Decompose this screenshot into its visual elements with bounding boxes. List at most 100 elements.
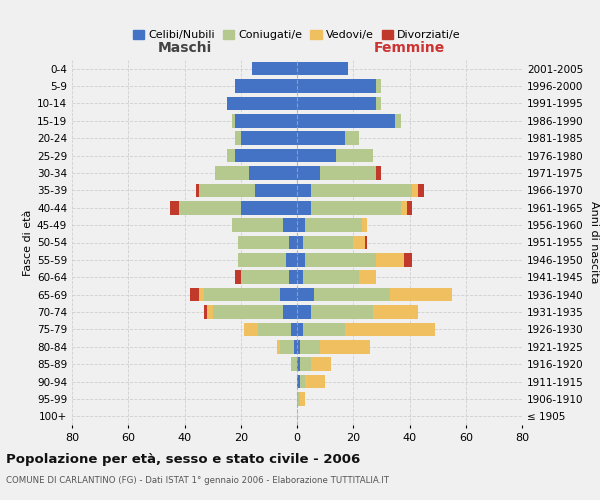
Bar — [241, 132, 297, 145]
Bar — [345, 132, 359, 145]
Bar — [212, 305, 283, 319]
Bar — [232, 114, 235, 128]
Bar — [292, 358, 297, 371]
Bar — [314, 288, 390, 302]
Text: Femmine: Femmine — [374, 41, 445, 55]
Bar — [376, 96, 382, 110]
Bar — [207, 305, 212, 319]
Bar — [300, 375, 305, 388]
Bar — [418, 184, 424, 197]
Bar — [235, 270, 241, 284]
Bar — [235, 149, 297, 162]
Bar — [235, 80, 297, 93]
Bar — [376, 253, 404, 266]
Bar — [359, 270, 376, 284]
Bar — [362, 218, 367, 232]
Bar — [297, 305, 311, 319]
Bar — [365, 236, 367, 250]
Bar — [227, 96, 297, 110]
Bar — [300, 358, 311, 371]
Bar — [302, 236, 353, 250]
Bar — [199, 184, 255, 197]
Bar — [232, 218, 283, 232]
Bar — [241, 270, 289, 284]
Bar — [345, 322, 435, 336]
Bar — [297, 184, 311, 197]
Bar — [292, 322, 297, 336]
Bar — [238, 236, 289, 250]
Bar — [320, 340, 370, 353]
Bar — [280, 340, 294, 353]
Bar — [283, 305, 297, 319]
Bar — [305, 218, 362, 232]
Bar — [252, 62, 297, 76]
Bar — [286, 253, 297, 266]
Bar — [297, 132, 345, 145]
Bar — [390, 288, 452, 302]
Bar — [255, 184, 297, 197]
Bar — [297, 96, 376, 110]
Bar — [297, 62, 347, 76]
Y-axis label: Fasce di età: Fasce di età — [23, 210, 33, 276]
Bar — [215, 166, 249, 180]
Bar — [196, 184, 199, 197]
Bar — [297, 288, 314, 302]
Bar — [297, 322, 302, 336]
Y-axis label: Anni di nascita: Anni di nascita — [589, 201, 599, 284]
Bar — [227, 149, 235, 162]
Bar — [294, 340, 297, 353]
Bar — [305, 253, 376, 266]
Bar — [297, 149, 337, 162]
Legend: Celibi/Nubili, Coniugati/e, Vedovi/e, Divorziati/e: Celibi/Nubili, Coniugati/e, Vedovi/e, Di… — [129, 26, 465, 44]
Bar — [280, 288, 297, 302]
Bar — [190, 288, 199, 302]
Bar — [302, 322, 345, 336]
Bar — [297, 114, 395, 128]
Bar — [311, 184, 412, 197]
Bar — [249, 166, 297, 180]
Bar — [401, 201, 407, 214]
Bar — [297, 358, 300, 371]
Bar — [300, 340, 320, 353]
Bar — [412, 184, 418, 197]
Bar — [241, 201, 297, 214]
Bar — [283, 218, 297, 232]
Bar — [170, 201, 179, 214]
Bar — [235, 132, 241, 145]
Bar — [289, 236, 297, 250]
Bar — [199, 288, 204, 302]
Bar — [289, 270, 297, 284]
Bar — [404, 253, 412, 266]
Text: Maschi: Maschi — [157, 41, 212, 55]
Bar — [297, 201, 311, 214]
Bar — [297, 236, 302, 250]
Bar — [337, 149, 373, 162]
Bar — [297, 253, 305, 266]
Bar — [373, 305, 418, 319]
Text: COMUNE DI CARLANTINO (FG) - Dati ISTAT 1° gennaio 2006 - Elaborazione TUTTITALIA: COMUNE DI CARLANTINO (FG) - Dati ISTAT 1… — [6, 476, 389, 485]
Bar — [297, 80, 376, 93]
Bar — [277, 340, 280, 353]
Bar — [297, 270, 302, 284]
Bar — [311, 201, 401, 214]
Bar — [311, 305, 373, 319]
Bar — [297, 392, 300, 406]
Bar — [376, 166, 382, 180]
Bar — [297, 375, 300, 388]
Bar — [179, 201, 241, 214]
Bar — [204, 305, 207, 319]
Bar — [244, 322, 257, 336]
Bar — [305, 375, 325, 388]
Text: Popolazione per età, sesso e stato civile - 2006: Popolazione per età, sesso e stato civil… — [6, 452, 360, 466]
Bar — [376, 80, 382, 93]
Bar — [320, 166, 376, 180]
Bar — [300, 392, 305, 406]
Bar — [235, 114, 297, 128]
Bar — [311, 358, 331, 371]
Bar — [302, 270, 359, 284]
Bar — [238, 253, 286, 266]
Bar — [395, 114, 401, 128]
Bar — [297, 218, 305, 232]
Bar — [204, 288, 280, 302]
Bar — [257, 322, 292, 336]
